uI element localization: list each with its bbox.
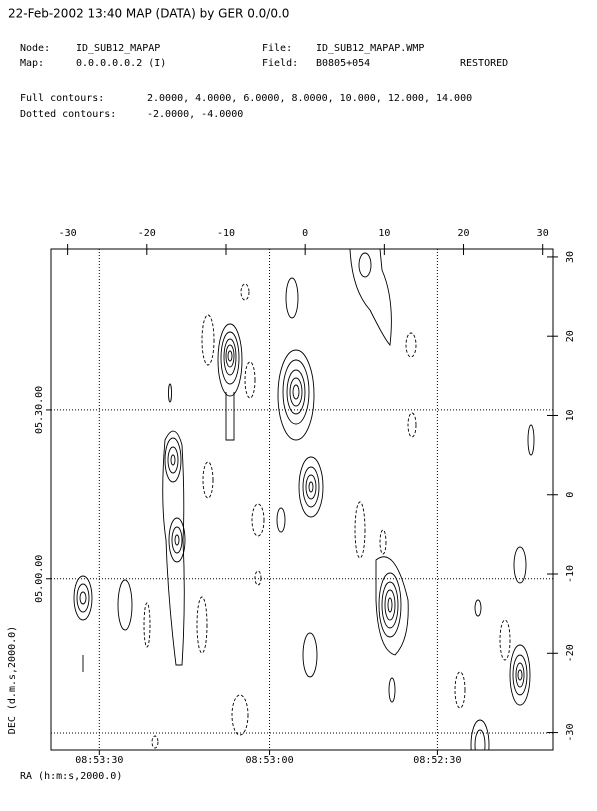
- info-label: Map:: [20, 58, 44, 69]
- x-tick-label: 20: [458, 228, 470, 239]
- y-axis-label: DEC (d.m.s,2000.0): [7, 626, 18, 734]
- info-label: Field:: [262, 58, 298, 69]
- info-value: 0.0.0.0.0.2 (I): [76, 58, 166, 69]
- info-value: ID_SUB12_MAPAP.WMP: [316, 43, 424, 54]
- info-label: File:: [262, 43, 292, 54]
- contour-levels: 2.0000, 4.0000, 6.0000, 8.0000, 10.000, …: [147, 93, 472, 104]
- info-value: B0805+054: [316, 58, 370, 69]
- contour-label: Dotted contours:: [20, 109, 116, 120]
- y-tick-label: -10: [565, 565, 576, 583]
- y-tick-label: 0: [565, 492, 576, 498]
- contours: [73, 249, 535, 750]
- y-tick-label: 20: [565, 330, 576, 342]
- status: RESTORED: [460, 58, 508, 69]
- x-tick-label: -10: [217, 228, 235, 239]
- title: 22-Feb-2002 13:40 MAP (DATA) by GER 0.0/…: [8, 7, 289, 21]
- y-tick-label: -20: [565, 644, 576, 662]
- plot-frame: [50, 248, 554, 751]
- info-label: Node:: [20, 43, 50, 54]
- y-tick-label: 10: [565, 409, 576, 421]
- contour-levels: -2.0000, -4.0000: [147, 109, 243, 120]
- x-tick-label: -20: [138, 228, 156, 239]
- x-tick-label: 08:53:00: [245, 755, 293, 766]
- x-axis-label: RA (h:m:s,2000.0): [20, 771, 122, 782]
- x-tick-label: 10: [378, 228, 390, 239]
- x-tick-label: 0: [302, 228, 308, 239]
- contour-label: Full contours:: [20, 93, 104, 104]
- y-tick-label: -30: [565, 724, 576, 742]
- x-tick-label: 30: [537, 228, 549, 239]
- y-tick-label: 30: [565, 251, 576, 263]
- y-tick-label: 05.30.00: [34, 386, 45, 434]
- x-tick-label: 08:53:30: [75, 755, 123, 766]
- x-tick-label: -30: [59, 228, 77, 239]
- info-value: ID_SUB12_MAPAP: [76, 43, 160, 54]
- x-tick-label: 08:52:30: [413, 755, 461, 766]
- y-tick-label: 05.00.00: [34, 555, 45, 603]
